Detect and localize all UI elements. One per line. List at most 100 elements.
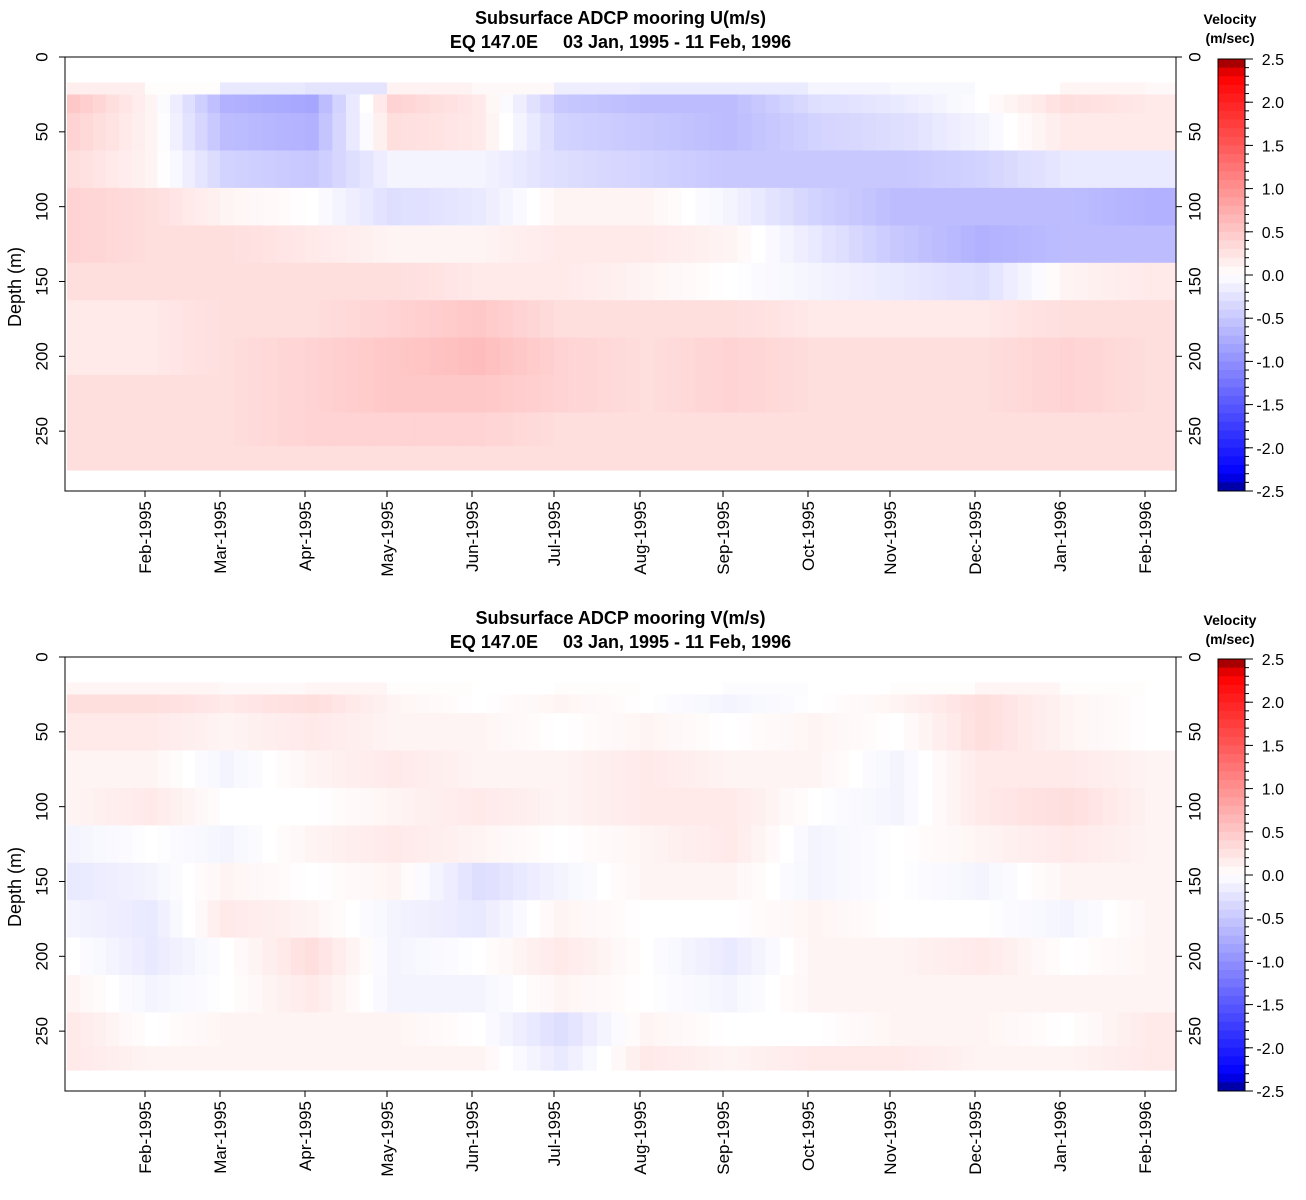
heatmap-cell xyxy=(960,1012,976,1047)
heatmap-cell xyxy=(1150,713,1156,752)
heatmap-cell xyxy=(106,150,120,189)
heatmap-cell xyxy=(67,94,81,114)
heatmap-cell xyxy=(220,300,235,339)
heatmap-cell xyxy=(835,937,850,976)
heatmap-cell xyxy=(145,682,221,695)
heatmap-cell xyxy=(835,694,850,714)
colorbar-band xyxy=(1218,805,1245,815)
heatmap-cell xyxy=(1045,825,1061,864)
heatmap-cell xyxy=(667,300,683,339)
heatmap-cell xyxy=(1060,900,1075,939)
heatmap-cell xyxy=(401,412,416,447)
heatmap-cell xyxy=(415,337,431,376)
heatmap-cell xyxy=(318,225,333,264)
heatmap-cell xyxy=(1088,694,1104,714)
heatmap-cell xyxy=(80,713,94,752)
heatmap-cell xyxy=(640,446,655,471)
heatmap-cell xyxy=(653,446,669,471)
heatmap-cell xyxy=(1074,225,1089,264)
heatmap-cell xyxy=(262,975,278,1013)
heatmap-cell xyxy=(625,94,641,114)
heatmap-cell xyxy=(443,750,459,789)
heatmap-cell xyxy=(1160,375,1166,413)
heatmap-cell xyxy=(1060,937,1075,976)
heatmap-cell xyxy=(975,113,990,152)
heatmap-cell xyxy=(611,262,627,301)
heatmap-cell xyxy=(220,825,235,864)
heatmap-cell xyxy=(1060,94,1075,114)
heatmap-cell xyxy=(132,375,146,413)
heatmap-cell xyxy=(681,300,696,339)
heatmap-cell xyxy=(918,1012,934,1047)
heatmap-cell xyxy=(248,94,264,114)
heatmap-cell xyxy=(737,862,752,901)
heatmap-cell xyxy=(960,113,976,152)
heatmap-cell xyxy=(904,94,919,114)
heatmap-cell xyxy=(540,694,555,714)
heatmap-cell xyxy=(779,375,795,413)
heatmap-cell xyxy=(106,1046,120,1071)
y-axis-label: Depth (m) xyxy=(5,847,25,928)
heatmap-cell xyxy=(611,94,627,114)
heatmap-cell xyxy=(582,150,598,189)
heatmap-cell xyxy=(67,937,81,976)
heatmap-cell xyxy=(779,187,795,226)
heatmap-cell xyxy=(262,187,278,226)
heatmap-cell xyxy=(723,337,738,376)
heatmap-cell xyxy=(1074,750,1089,789)
heatmap-cell xyxy=(67,375,81,413)
heatmap-cell xyxy=(1160,1046,1166,1071)
heatmap-cell xyxy=(457,1012,473,1047)
heatmap-cell xyxy=(220,375,235,413)
heatmap-cell xyxy=(904,900,919,939)
heatmap-cell xyxy=(346,375,361,413)
heatmap-cell xyxy=(195,713,209,752)
heatmap-cell xyxy=(145,975,159,1013)
heatmap-cell xyxy=(835,375,850,413)
heatmap-cell xyxy=(946,113,962,152)
heatmap-cell xyxy=(597,787,612,826)
heatmap-cell xyxy=(597,300,612,339)
heatmap-cell xyxy=(93,337,107,376)
heatmap-cell xyxy=(220,262,235,301)
heatmap-cell xyxy=(751,750,767,789)
heatmap-cell xyxy=(737,113,752,152)
heatmap-cell xyxy=(709,113,724,152)
heatmap-cell xyxy=(1060,375,1075,413)
heatmap-cell xyxy=(332,94,347,114)
heatmap-cell xyxy=(946,900,962,939)
heatmap-cell xyxy=(1116,750,1132,789)
heatmap-cell xyxy=(332,262,347,301)
heatmap-cell xyxy=(989,150,1004,189)
heatmap-cell xyxy=(862,94,877,114)
heatmap-cell xyxy=(457,262,473,301)
heatmap-cell xyxy=(457,94,473,114)
heatmap-cell xyxy=(346,694,361,714)
heatmap-cell xyxy=(318,975,333,1013)
heatmap-cell xyxy=(106,337,120,376)
heatmap-cell xyxy=(443,412,459,447)
heatmap-cell xyxy=(1130,113,1146,152)
heatmap-cell xyxy=(332,337,347,376)
heatmap-cell xyxy=(157,825,171,864)
heatmap-cell xyxy=(248,1012,264,1047)
heatmap-cell xyxy=(779,975,795,1013)
heatmap-cell xyxy=(709,412,724,447)
heatmap-cell xyxy=(1017,337,1033,376)
heatmap-cell xyxy=(640,113,655,152)
heatmap-cell xyxy=(119,446,133,471)
heatmap-cell xyxy=(373,150,388,189)
heatmap-cell xyxy=(597,937,612,976)
heatmap-cell xyxy=(808,300,823,339)
heatmap-cell xyxy=(835,713,850,752)
heatmap-cell xyxy=(513,262,528,301)
heatmap-cell xyxy=(821,412,836,447)
heatmap-cell xyxy=(207,1012,221,1047)
heatmap-cell xyxy=(415,150,431,189)
heatmap-cell xyxy=(234,446,249,471)
heatmap-cell xyxy=(890,375,905,413)
heatmap-cell xyxy=(1150,337,1156,376)
heatmap-cell xyxy=(1003,337,1019,376)
heatmap-cell xyxy=(387,187,402,226)
heatmap-cell xyxy=(526,150,541,189)
